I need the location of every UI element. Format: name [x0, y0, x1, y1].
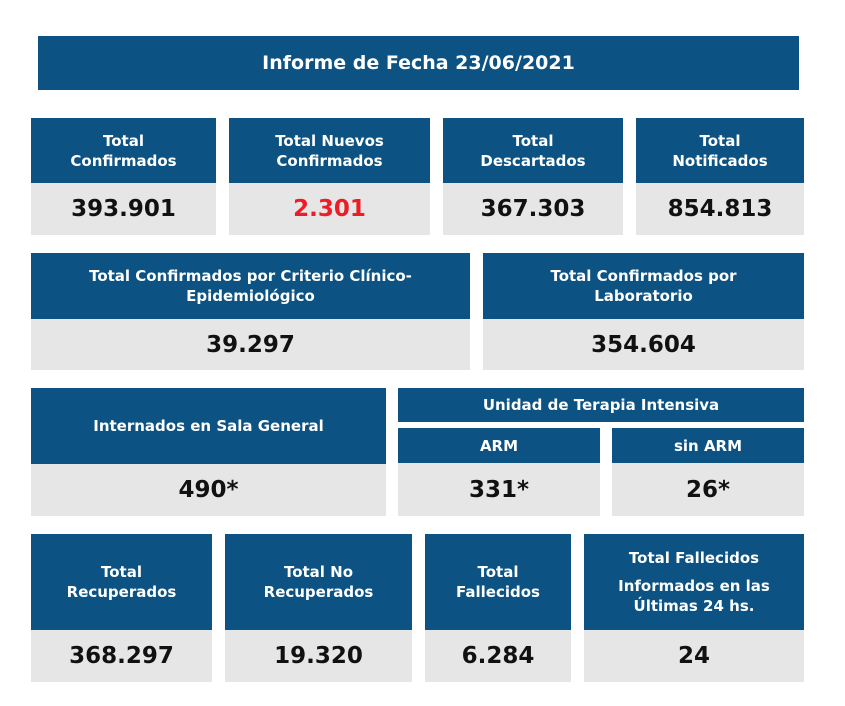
card-label-line2: Epidemiológico: [186, 287, 315, 305]
uti-label: Unidad de Terapia Intensiva: [482, 396, 720, 414]
card-value: 368.297: [31, 630, 212, 682]
card-label-line2: Notificados: [672, 151, 768, 170]
card-header: Total Confirmados por Laboratorio: [483, 253, 804, 319]
card-label-line2: Confirmados: [70, 151, 177, 170]
card-label-line1: Total Fallecidos: [628, 549, 760, 567]
card-label-line1: Total: [512, 131, 554, 150]
card-confirmados-laboratorio: Total Confirmados por Laboratorio 354.604: [483, 253, 804, 370]
card-label-line1: Total: [103, 131, 144, 150]
card-label-line1: Total: [699, 131, 741, 150]
card-label-line3: Últimas 24 hs.: [633, 597, 755, 615]
card-total-no-recuperados: Total No Recuperados 19.320: [225, 534, 412, 682]
card-value: 6.284: [425, 630, 571, 682]
card-label-line2: Laboratorio: [594, 287, 693, 305]
card-header: Total Recuperados: [31, 534, 212, 630]
card-value: 367.303: [443, 183, 623, 235]
card-label-line2: Descartados: [480, 151, 586, 170]
card-label-line2: Informados en las: [618, 577, 770, 595]
card-label-line1: Total: [101, 563, 142, 581]
card-label-line2: Confirmados: [276, 151, 383, 170]
card-uti-arm: ARM 331*: [398, 428, 600, 516]
card-header: Unidad de Terapia Intensiva: [398, 388, 804, 422]
card-label-line1: Total: [477, 563, 519, 581]
uti-group-header: Unidad de Terapia Intensiva: [398, 388, 804, 422]
card-header: Total Fallecidos: [425, 534, 571, 630]
card-total-notificados: Total Notificados 854.813: [636, 118, 804, 235]
card-value: 393.901: [31, 183, 216, 235]
card-label-line1: Total Nuevos: [275, 131, 384, 150]
card-label-line2: Recuperados: [263, 583, 374, 601]
card-value: 26*: [612, 463, 804, 516]
card-header: sin ARM: [612, 428, 804, 463]
card-header: Total No Recuperados: [225, 534, 412, 630]
card-total-nuevos-confirmados: Total Nuevos Confirmados 2.301: [229, 118, 430, 235]
card-total-confirmados: Total Confirmados 393.901: [31, 118, 216, 235]
card-internados-sala-general: Internados en Sala General 490*: [31, 388, 386, 516]
card-label: Internados en Sala General: [93, 417, 324, 435]
card-label: ARM: [479, 436, 519, 455]
card-value: 24: [584, 630, 804, 682]
card-header: Total Confirmados: [31, 118, 216, 183]
card-label: sin ARM: [673, 436, 743, 455]
card-label-line1: Total No: [283, 563, 354, 581]
card-value: 490*: [31, 464, 386, 516]
card-total-descartados: Total Descartados 367.303: [443, 118, 623, 235]
card-fallecidos-ultimas-24hs: Total Fallecidos Informados en las Últimas…: [584, 534, 804, 682]
card-value: 2.301: [229, 183, 430, 235]
card-label-line2: Recuperados: [66, 583, 177, 601]
card-label-line2: Fallecidos: [456, 583, 540, 601]
card-confirmados-criterio-clinico: Total Confirmados por Criterio Clínico- E…: [31, 253, 470, 370]
card-total-recuperados: Total Recuperados 368.297: [31, 534, 212, 682]
card-uti-sin-arm: sin ARM 26*: [612, 428, 804, 516]
report-title: Informe de Fecha 23/06/2021: [38, 36, 799, 90]
card-value: 354.604: [483, 319, 804, 370]
card-value: 331*: [398, 463, 600, 516]
card-header: Total Fallecidos Informados en las Últimas…: [584, 534, 804, 630]
card-header: Total Nuevos Confirmados: [229, 118, 430, 183]
card-header: Total Confirmados por Criterio Clínico- E…: [31, 253, 470, 319]
card-label-line1: Total Confirmados por Criterio Clínico-: [89, 267, 412, 285]
card-header: Internados en Sala General: [31, 388, 386, 464]
card-value: 854.813: [636, 183, 804, 235]
card-label-line1: Total Confirmados por: [550, 267, 737, 285]
card-header: ARM: [398, 428, 600, 463]
card-total-fallecidos: Total Fallecidos 6.284: [425, 534, 571, 682]
card-value: 19.320: [225, 630, 412, 682]
card-header: Total Descartados: [443, 118, 623, 183]
card-value: 39.297: [31, 319, 470, 370]
card-header: Total Notificados: [636, 118, 804, 183]
